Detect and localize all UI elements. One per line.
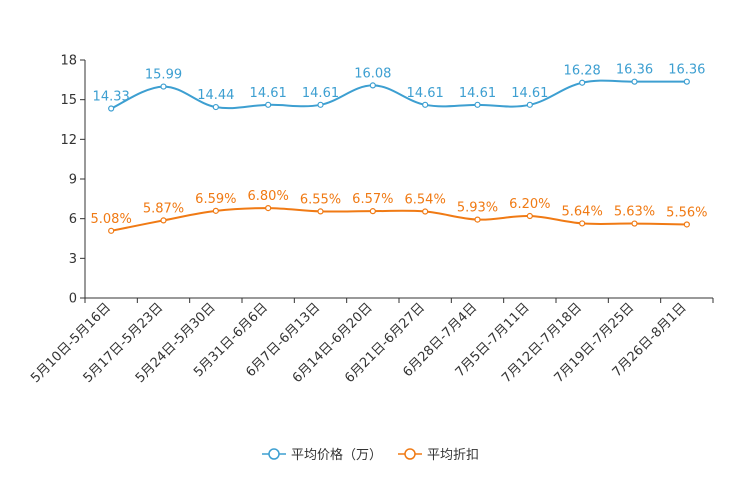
data-point xyxy=(317,208,324,215)
y-tick-label: 15 xyxy=(60,93,77,108)
data-point xyxy=(631,78,638,85)
data-label: 16.36 xyxy=(616,63,653,78)
data-label: 14.61 xyxy=(511,86,548,101)
data-point xyxy=(212,103,219,111)
data-point xyxy=(317,101,324,108)
y-tick-label: 3 xyxy=(69,252,77,267)
data-label: 5.93% xyxy=(457,201,498,216)
data-point xyxy=(683,221,690,228)
data-label: 6.59% xyxy=(195,192,236,207)
data-point xyxy=(579,220,586,227)
data-label: 6.80% xyxy=(248,189,289,204)
data-label: 5.87% xyxy=(143,201,184,216)
data-point xyxy=(526,101,533,108)
series-points xyxy=(108,78,690,234)
data-point xyxy=(369,208,376,215)
data-label: 5.08% xyxy=(91,212,132,227)
y-tick-label: 9 xyxy=(69,173,77,188)
data-point xyxy=(160,83,167,90)
data-point xyxy=(526,212,533,220)
data-point xyxy=(579,79,586,86)
legend-marker-1 xyxy=(404,448,416,460)
series-line-0 xyxy=(110,79,687,110)
data-label: 5.56% xyxy=(666,205,707,220)
y-tick-label: 0 xyxy=(69,292,77,307)
data-label: 14.44 xyxy=(197,88,234,103)
data-point xyxy=(474,216,481,223)
legend-label-0: 平均价格（万） xyxy=(291,447,382,463)
legend-label-1: 平均折扣 xyxy=(427,448,479,463)
data-label: 14.61 xyxy=(407,86,444,101)
data-point xyxy=(108,227,115,234)
data-label: 16.08 xyxy=(354,66,391,81)
y-tick-label: 18 xyxy=(60,54,77,69)
data-label: 15.99 xyxy=(145,68,182,83)
data-label: 16.36 xyxy=(668,63,705,78)
data-label: 6.57% xyxy=(352,192,393,207)
data-label: 6.55% xyxy=(300,192,341,207)
data-point xyxy=(474,101,481,108)
data-point xyxy=(265,204,272,212)
data-label: 5.64% xyxy=(562,204,603,219)
legend: 平均价格（万） 平均折扣 xyxy=(262,447,479,463)
series-line-1 xyxy=(110,207,687,232)
data-point xyxy=(422,208,429,215)
data-point xyxy=(369,82,376,89)
data-point xyxy=(108,105,115,112)
data-label: 16.28 xyxy=(564,64,601,79)
data-point xyxy=(160,217,167,224)
series-lines xyxy=(110,79,687,232)
data-point xyxy=(683,78,690,85)
data-label: 14.33 xyxy=(93,90,130,105)
legend-marker-0 xyxy=(268,448,280,460)
data-point xyxy=(212,207,219,214)
data-point xyxy=(422,101,429,108)
data-label: 6.20% xyxy=(509,197,550,212)
data-point xyxy=(631,220,638,227)
data-label: 14.61 xyxy=(302,86,339,101)
data-label: 14.61 xyxy=(459,86,496,101)
data-label: 5.63% xyxy=(614,205,655,220)
y-tick-label: 12 xyxy=(60,133,77,148)
data-label: 6.54% xyxy=(405,193,446,208)
y-tick-label: 6 xyxy=(69,212,77,227)
series-data-labels: 14.33 15.99 14.44 14.61 14.61 16.08 14.61 14.61… xyxy=(91,63,708,227)
data-point xyxy=(265,101,272,108)
data-label: 14.61 xyxy=(250,86,287,101)
